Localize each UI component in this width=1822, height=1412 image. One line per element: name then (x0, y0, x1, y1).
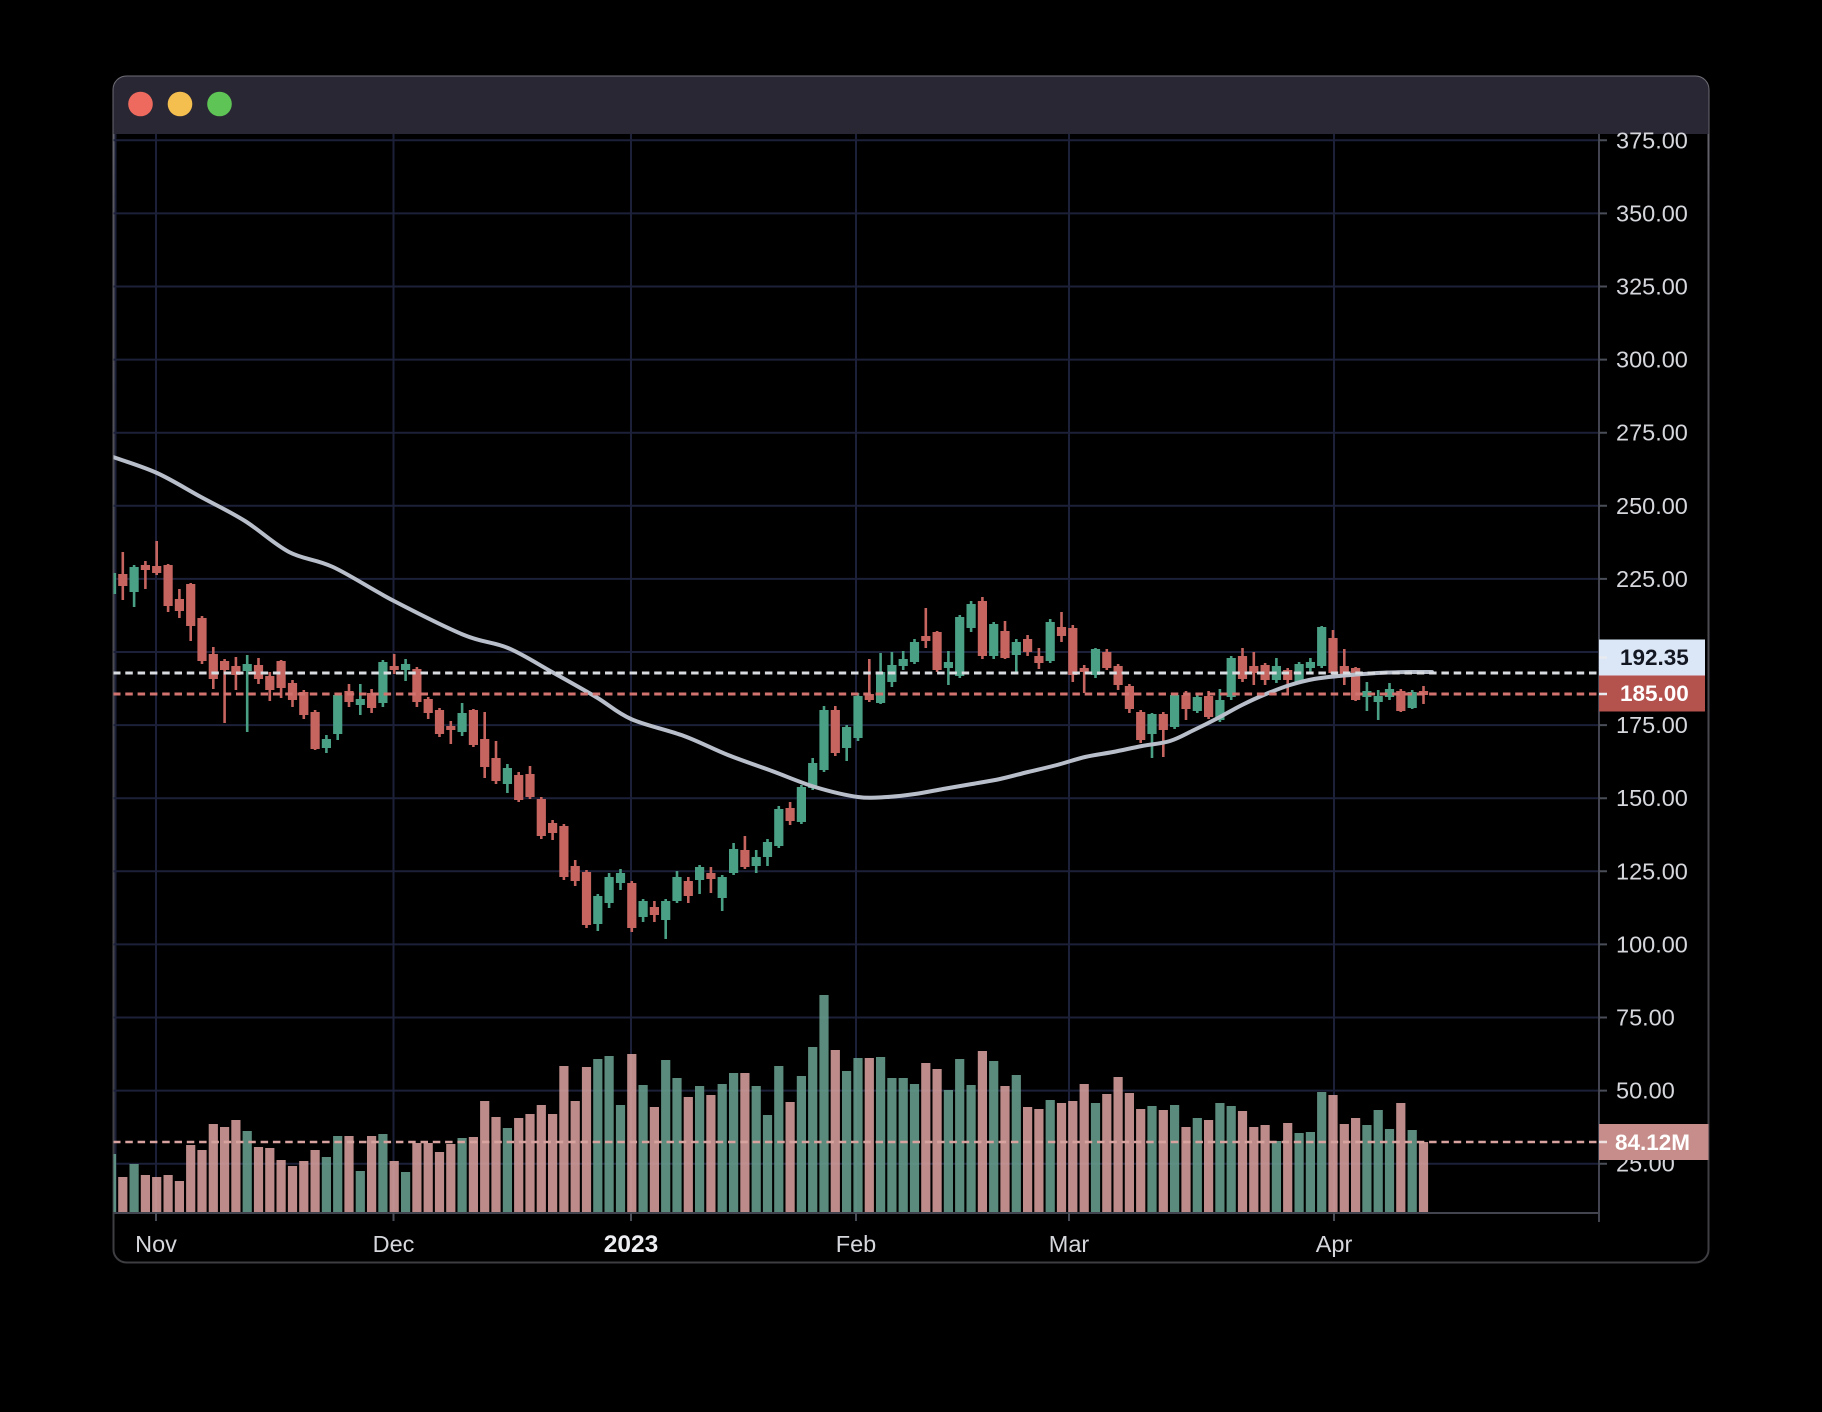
svg-text:325.00: 325.00 (1616, 274, 1688, 300)
svg-text:192.35: 192.35 (1620, 645, 1689, 670)
svg-text:Dec: Dec (373, 1231, 415, 1257)
svg-text:125.00: 125.00 (1616, 858, 1688, 884)
svg-text:375.00: 375.00 (1616, 127, 1688, 153)
svg-text:250.00: 250.00 (1616, 493, 1688, 519)
svg-text:Feb: Feb (836, 1231, 877, 1257)
svg-text:100.00: 100.00 (1616, 931, 1688, 957)
svg-text:Mar: Mar (1049, 1231, 1090, 1257)
svg-text:2023: 2023 (604, 1231, 659, 1258)
svg-text:150.00: 150.00 (1616, 785, 1688, 811)
svg-text:300.00: 300.00 (1616, 347, 1688, 373)
svg-text:175.00: 175.00 (1616, 712, 1688, 738)
svg-text:185.00: 185.00 (1620, 681, 1689, 706)
svg-text:Apr: Apr (1316, 1231, 1353, 1257)
svg-text:350.00: 350.00 (1616, 200, 1688, 226)
svg-text:84.12M: 84.12M (1615, 1130, 1690, 1155)
svg-text:225.00: 225.00 (1616, 566, 1688, 592)
svg-text:275.00: 275.00 (1616, 420, 1688, 446)
svg-text:50.00: 50.00 (1616, 1078, 1675, 1104)
svg-text:75.00: 75.00 (1616, 1005, 1675, 1031)
svg-text:Nov: Nov (135, 1231, 177, 1257)
